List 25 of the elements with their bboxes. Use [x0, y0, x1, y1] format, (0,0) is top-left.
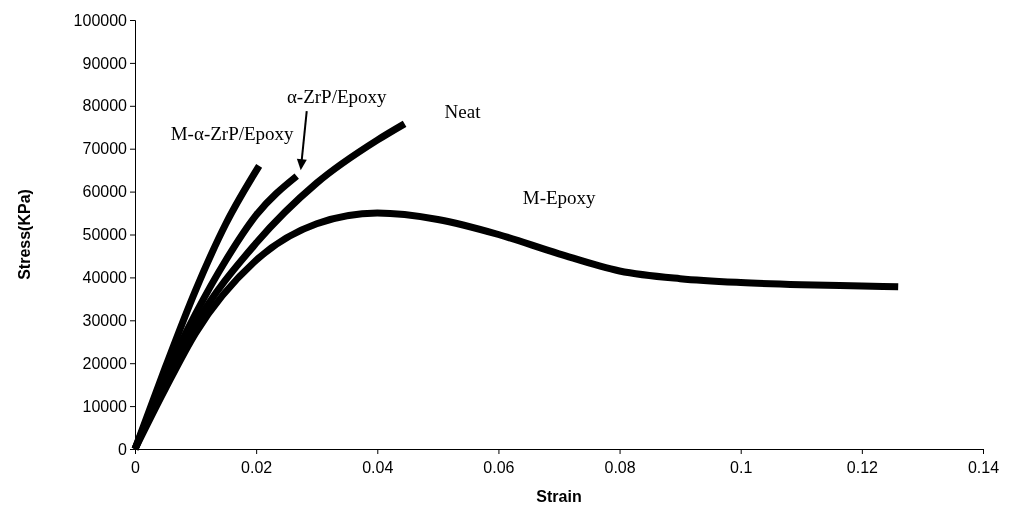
y-tick-label: 40000	[82, 269, 128, 287]
x-tick-label: 0	[131, 459, 141, 476]
x-tick-label: 0.1	[730, 459, 753, 476]
x-axis-title: Strain	[536, 488, 582, 505]
y-tick-label: 60000	[82, 183, 128, 201]
x-tick-label: 0.06	[483, 459, 515, 476]
y-tick-label: 90000	[82, 54, 128, 72]
x-tick-label: 0.12	[846, 459, 879, 476]
y-tick-label: 10000	[82, 397, 128, 415]
x-tick-label: 0.04	[362, 459, 394, 476]
y-tick-label: 100000	[73, 11, 128, 29]
x-tick-label: 0.02	[241, 459, 273, 476]
y-tick-label: 70000	[82, 140, 128, 158]
annotation: α-ZrP/Epoxy	[286, 86, 388, 108]
y-axis-title: Stress(KPa)	[16, 189, 33, 280]
text: M-α-ZrP/Epoxy	[170, 122, 295, 144]
y-tick-label: 80000	[82, 97, 128, 115]
y-tick-label: 20000	[82, 354, 128, 372]
series-label: M-Epoxy	[522, 186, 597, 208]
y-tick-label: 0	[118, 440, 128, 458]
y-tick-label: 50000	[82, 226, 128, 244]
x-tick-label: 0.14	[967, 459, 1000, 476]
text: Neat	[444, 100, 482, 122]
y-tick-label: 30000	[82, 311, 128, 329]
x-tick-label: 0.08	[604, 459, 636, 476]
